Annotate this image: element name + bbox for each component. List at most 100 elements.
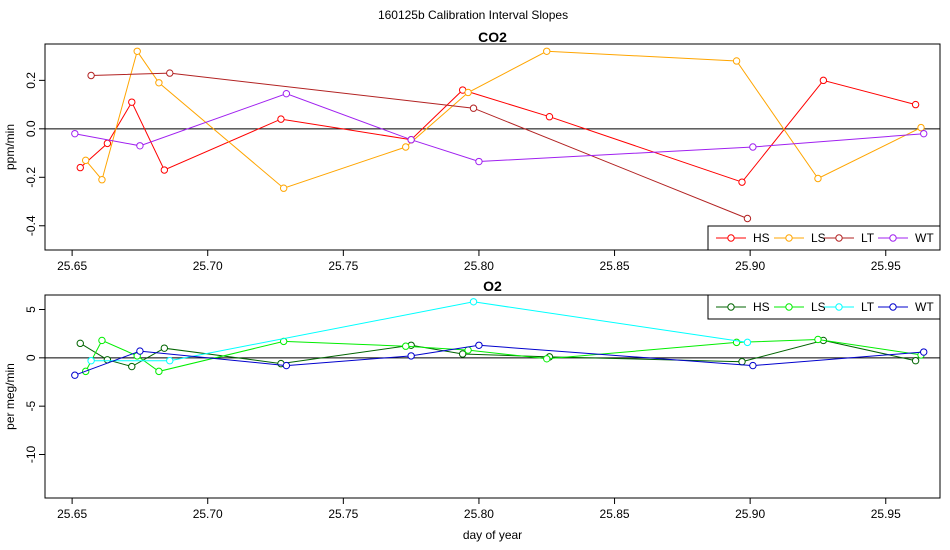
o2-data-point-hs xyxy=(911,357,920,365)
co2-plot-frame xyxy=(44,43,941,251)
o2-series-line-wt xyxy=(74,344,924,376)
o2-y-tick-label: 5 xyxy=(24,306,38,313)
co2-data-point-lt xyxy=(87,71,95,80)
o2-x-tick-label: 25.90 xyxy=(735,507,765,521)
o2-plot-frame xyxy=(44,294,941,499)
co2-legend: HS LS LT WT xyxy=(707,225,941,251)
co2-y-tick-label: -0.2 xyxy=(24,167,38,188)
co2-chart-title: CO2 xyxy=(478,29,507,45)
o2-data-point-wt xyxy=(282,361,291,370)
co2-data-point-wt xyxy=(136,142,144,150)
co2-series-line-hs xyxy=(79,79,916,183)
co2-y-axis-label: ppm/min xyxy=(3,124,17,170)
co2-legend-label-wt: WT xyxy=(915,231,934,245)
o2-data-point-wt xyxy=(407,352,415,360)
co2-legend-marker-lt xyxy=(835,234,843,242)
co2-series-wt xyxy=(71,89,928,166)
co2-data-point-ls xyxy=(98,176,106,184)
o2-data-point-lt xyxy=(166,357,174,365)
co2-y-tick-label: -0.4 xyxy=(24,215,38,236)
co2-data-point-hs xyxy=(160,166,169,174)
co2-data-point-ls xyxy=(917,123,925,132)
co2-legend-marker-hs xyxy=(727,234,735,242)
co2-data-point-wt xyxy=(71,129,79,138)
o2-data-point-lt xyxy=(469,298,478,306)
co2-x-tick-label: 25.75 xyxy=(328,259,358,273)
o2-data-point-lt xyxy=(743,338,752,347)
co2-x-tick-label: 25.95 xyxy=(871,259,901,273)
o2-x-tick-label: 25.80 xyxy=(464,507,494,521)
o2-legend-label-hs: HS xyxy=(753,300,770,314)
co2-data-point-lt xyxy=(469,104,478,112)
o2-legend: HS LS LT WT xyxy=(707,294,941,320)
co2-data-point-hs xyxy=(76,163,84,172)
o2-data-point-hs xyxy=(738,358,746,366)
co2-legend-label-ls: LS xyxy=(811,231,826,245)
co2-x-tick-label: 25.80 xyxy=(464,259,494,273)
o2-series-wt xyxy=(71,341,928,379)
co2-x-tick-label: 25.65 xyxy=(57,259,87,273)
co2-data-point-ls xyxy=(464,88,472,97)
o2-legend-marker-ls xyxy=(785,303,793,311)
o2-x-tick-label: 25.75 xyxy=(328,507,358,521)
co2-data-point-lt xyxy=(166,69,174,77)
co2-data-point-ls xyxy=(81,156,90,165)
co2-data-point-ls xyxy=(133,47,141,55)
co2-data-point-wt xyxy=(749,143,757,151)
co2-data-point-ls xyxy=(543,47,551,55)
co2-x-tick-label: 25.90 xyxy=(735,259,765,273)
o2-y-tick-label: -5 xyxy=(24,401,38,412)
o2-data-point-wt xyxy=(136,347,144,355)
co2-data-point-hs xyxy=(545,113,554,121)
o2-data-point-lt xyxy=(87,357,95,365)
o2-data-point-ls xyxy=(464,346,472,354)
co2-data-point-hs xyxy=(911,100,920,109)
o2-series-lt xyxy=(87,298,752,365)
o2-legend-label-wt: WT xyxy=(915,300,934,314)
o2-x-tick-label: 25.95 xyxy=(871,507,901,521)
o2-data-point-ls xyxy=(98,336,106,345)
co2-legend-label-lt: LT xyxy=(861,231,875,245)
co2-series-line-lt xyxy=(91,72,748,219)
o2-x-tick-label: 25.65 xyxy=(57,507,87,521)
co2-series-lt xyxy=(87,69,752,223)
o2-data-point-hs xyxy=(76,339,84,348)
o2-data-point-ls xyxy=(402,342,410,350)
o2-y-tick-label: -10 xyxy=(24,446,38,464)
co2-data-point-hs xyxy=(103,139,112,148)
co2-data-point-lt xyxy=(743,214,752,223)
co2-data-point-hs xyxy=(819,76,828,85)
co2-data-point-ls xyxy=(279,184,288,192)
co2-data-point-hs xyxy=(128,98,136,106)
o2-data-point-hs xyxy=(160,344,169,352)
co2-legend-marker-wt xyxy=(889,234,897,242)
o2-data-point-ls xyxy=(543,355,551,363)
co2-data-point-ls xyxy=(814,174,822,183)
co2-series-ls xyxy=(81,47,925,192)
o2-y-tick-label: 0 xyxy=(24,354,38,361)
co2-legend-label-hs: HS xyxy=(753,231,770,245)
co2-data-point-ls xyxy=(732,57,741,65)
co2-x-tick-label: 25.85 xyxy=(600,259,630,273)
o2-data-point-wt xyxy=(749,361,757,370)
o2-y-axis-label: per meg/min xyxy=(3,363,17,430)
o2-data-point-wt xyxy=(475,341,483,349)
co2-panel: CO2 25.65 25.70 25.75 25.80 25.85 25.90 25.95 -0… xyxy=(3,29,941,273)
co2-data-point-ls xyxy=(155,79,163,87)
o2-legend-marker-hs xyxy=(727,303,735,311)
o2-x-tick-label: 25.85 xyxy=(600,507,630,521)
o2-legend-marker-wt xyxy=(889,303,897,311)
o2-x-axis-label: day of year xyxy=(463,528,522,542)
co2-data-point-wt xyxy=(282,89,291,98)
o2-legend-label-ls: LS xyxy=(811,300,826,314)
co2-series-hs xyxy=(76,76,920,186)
co2-data-point-wt xyxy=(407,136,415,144)
o2-legend-label-lt: LT xyxy=(861,300,875,314)
o2-data-point-ls xyxy=(155,367,163,376)
co2-y-tick-label: 0.0 xyxy=(24,120,38,137)
co2-data-point-wt xyxy=(475,157,483,166)
o2-panel: O2 25.65 25.70 25.75 25.80 25.85 25.90 25.95 -10… xyxy=(3,278,941,542)
co2-data-point-hs xyxy=(277,115,285,123)
co2-series-line-wt xyxy=(74,93,924,163)
